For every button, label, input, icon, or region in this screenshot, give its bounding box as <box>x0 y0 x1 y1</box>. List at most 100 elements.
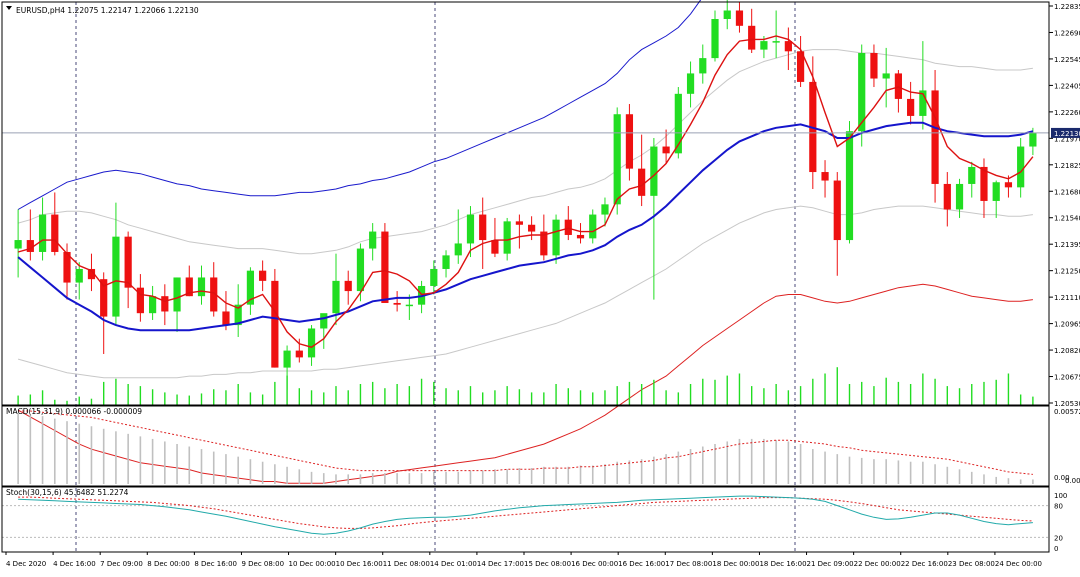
candle-body <box>674 93 682 154</box>
candle-body <box>1017 146 1025 188</box>
candle-body <box>784 41 792 52</box>
candle-body <box>515 221 523 225</box>
candle-body <box>320 313 328 329</box>
band-upper-line <box>17 0 702 210</box>
time-axis-label: 22 Dec 16:00 <box>901 560 948 568</box>
stoch-axis-label: 0 <box>1054 545 1058 553</box>
candle-body <box>503 221 511 254</box>
candle-body <box>283 350 291 368</box>
time-axis-label: 8 Dec 16:00 <box>194 560 237 568</box>
candle-body <box>466 214 475 244</box>
candle-body <box>992 182 1000 201</box>
price-tick-label: 1.21970 <box>1054 135 1080 143</box>
current-price-badge <box>1051 127 1080 138</box>
price-tick-label: 1.20530 <box>1054 400 1080 408</box>
stoch-axis-label: 20 <box>1054 534 1063 542</box>
time-axis-label: 9 Dec 08:00 <box>241 560 284 568</box>
price-tick-label: 1.21680 <box>1054 188 1080 196</box>
macd-header: MACD(15,31,9) 0.000066 -0.000009 <box>6 407 142 416</box>
candle-body <box>833 180 841 241</box>
price-tick-label: 1.20675 <box>1054 374 1080 382</box>
price-tick-label: 1.20820 <box>1054 347 1080 355</box>
price-tick-label: 1.22690 <box>1054 29 1080 37</box>
time-axis-label: 14 Dec 01:00 <box>430 560 477 568</box>
candle-body <box>51 214 59 252</box>
time-axis-label: 7 Dec 09:00 <box>100 560 143 568</box>
candle-body <box>210 277 218 312</box>
candle-body <box>748 25 756 50</box>
candle-body <box>405 304 413 307</box>
header-triangle-icon <box>6 6 12 10</box>
candle-body <box>38 214 47 252</box>
candle-body <box>589 214 597 239</box>
bands-layer <box>17 0 1033 484</box>
candle-body <box>907 98 915 116</box>
candle-body <box>271 280 279 368</box>
stoch-axis-label: 100 <box>1054 492 1067 500</box>
stoch-main-line <box>18 495 1033 535</box>
macd-axis-top: 0.005725 <box>1054 408 1080 416</box>
price-tick-label: 1.21825 <box>1054 162 1080 170</box>
time-axis-label: 8 Dec 00:00 <box>147 560 190 568</box>
candle-body <box>479 214 487 241</box>
candle-body <box>613 114 621 205</box>
time-axis-label: 11 Dec 08:00 <box>383 560 430 568</box>
price-tick-label: 1.22835 <box>1054 3 1080 11</box>
candle-body <box>26 240 34 252</box>
candle-body <box>14 240 22 249</box>
candle-body <box>528 224 536 232</box>
candle-body <box>1004 182 1013 188</box>
candle-body <box>185 277 193 297</box>
price-tick-label: 1.21250 <box>1054 268 1080 276</box>
candle-body <box>173 277 181 312</box>
candle-body <box>625 114 634 169</box>
candle-body <box>943 183 951 210</box>
candle-body <box>564 219 572 235</box>
candle-body <box>919 90 927 116</box>
candle-body <box>552 219 560 256</box>
ma-layer <box>2 35 1049 348</box>
candle-body <box>100 279 108 317</box>
candle-body <box>381 231 389 303</box>
time-axis-label: 10 Dec 16:00 <box>336 560 383 568</box>
candle-body <box>760 41 768 50</box>
candle-body <box>63 251 71 283</box>
candle-body <box>332 280 340 314</box>
time-axis-label: 22 Dec 00:00 <box>854 560 901 568</box>
price-tick-label: 1.21540 <box>1054 215 1080 223</box>
candle-body <box>638 168 646 196</box>
candle-body <box>454 243 462 256</box>
candle-body <box>1029 132 1037 147</box>
time-axis-label: 18 Dec 00:00 <box>712 560 759 568</box>
candle-body <box>112 236 120 317</box>
candle-body <box>686 73 695 94</box>
candle-body <box>955 183 964 210</box>
symbol-header: EURUSD,pH4 1.22075 1.22147 1.22066 1.221… <box>16 6 199 15</box>
candle-body <box>491 240 499 254</box>
candle-body <box>858 53 866 132</box>
candle-body <box>430 268 438 286</box>
ma-blue-line <box>17 121 1034 332</box>
frame-layer <box>1 1 1050 553</box>
candle-body <box>711 19 719 59</box>
price-tick-label: 1.22405 <box>1054 82 1080 90</box>
price-tick-label: 1.21110 <box>1054 294 1080 302</box>
candle-body <box>980 166 988 201</box>
volume-layer <box>17 367 1034 405</box>
time-axis-label: 14 Dec 17:00 <box>477 560 524 568</box>
price-tick-label: 1.22260 <box>1054 109 1080 117</box>
time-axis-label: 10 Dec 00:00 <box>289 560 336 568</box>
time-axis-label: 15 Dec 08:00 <box>524 560 571 568</box>
candle-body <box>197 277 206 297</box>
candle-body <box>442 255 450 269</box>
price-tick-label: 1.22545 <box>1054 56 1080 64</box>
candle-body <box>295 350 303 358</box>
candle-body <box>870 53 878 79</box>
candle-body <box>393 302 401 305</box>
candle-body <box>369 231 377 249</box>
current-price-label: 1.22130 <box>1054 130 1080 138</box>
candle-body <box>723 10 731 20</box>
candle-body <box>87 268 96 280</box>
